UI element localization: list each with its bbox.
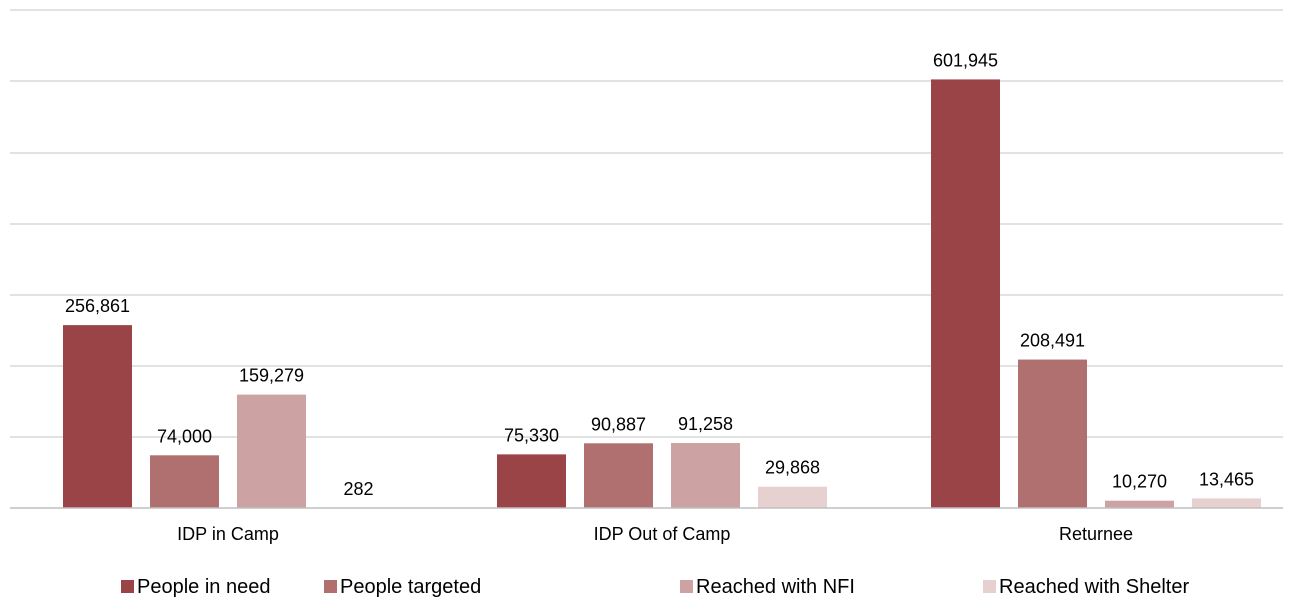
bar [497, 454, 566, 508]
bar [63, 325, 132, 508]
legend: People in need People targeted Reached wit… [121, 576, 1189, 598]
bar [1018, 359, 1087, 508]
gridlines [10, 9, 1283, 438]
bar [1192, 498, 1261, 508]
bar [671, 443, 740, 508]
data-label: 74,000 [157, 426, 212, 446]
legend-label: Reached with Shelter [999, 576, 1189, 598]
data-label: 601,945 [933, 50, 998, 70]
data-label: 256,861 [65, 296, 130, 316]
bar [758, 486, 827, 508]
legend-label: People in need [137, 576, 270, 598]
bars [63, 79, 1261, 508]
legend-item: Reached with Shelter [983, 576, 1189, 598]
data-label: 282 [343, 479, 373, 499]
legend-item: People targeted [324, 576, 481, 598]
x-axis-tick-labels: IDP in Camp IDP Out of Camp Returnee [177, 524, 1133, 544]
category-label: IDP in Camp [177, 524, 279, 544]
legend-swatch [680, 580, 693, 593]
data-label: 10,270 [1112, 472, 1167, 492]
legend-swatch [121, 580, 134, 593]
data-label: 159,279 [239, 366, 304, 386]
legend-item: People in need [121, 576, 270, 598]
category-label: IDP Out of Camp [594, 524, 731, 544]
data-labels: 256,861 75,330 601,945 74,000 90,887 208,491 1… [65, 50, 1254, 498]
bar [1105, 500, 1174, 508]
data-label: 91,258 [678, 414, 733, 434]
data-label: 75,330 [504, 425, 559, 445]
data-label: 208,491 [1020, 331, 1085, 351]
legend-swatch [324, 580, 337, 593]
bar [931, 79, 1000, 508]
legend-swatch [983, 580, 996, 593]
legend-label: Reached with NFI [696, 576, 855, 598]
legend-label: People targeted [340, 576, 481, 598]
bar [150, 455, 219, 508]
legend-item: Reached with NFI [680, 576, 855, 598]
data-label: 13,465 [1199, 469, 1254, 489]
category-label: Returnee [1059, 524, 1133, 544]
bar [237, 394, 306, 508]
bar [584, 443, 653, 508]
data-label: 29,868 [765, 458, 820, 478]
data-label: 90,887 [591, 414, 646, 434]
